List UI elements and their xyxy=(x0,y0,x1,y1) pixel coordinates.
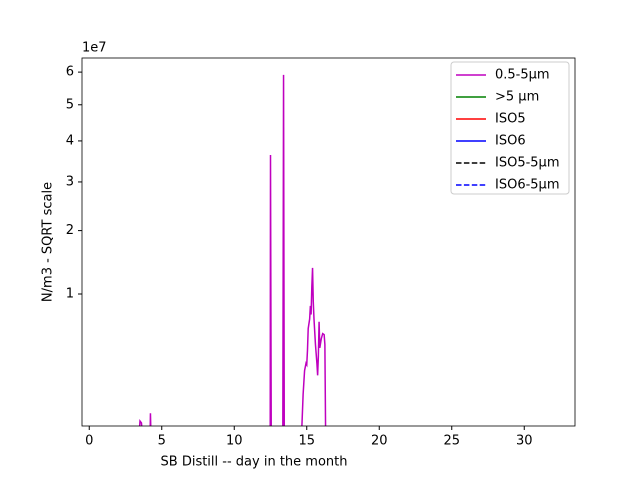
x-tick-label: 15 xyxy=(298,434,315,449)
x-tick-label: 5 xyxy=(158,434,166,449)
legend-label: 0.5-5µm xyxy=(495,68,550,83)
legend-label: ISO6 xyxy=(495,134,526,149)
y-axis-label: N/m3 - SQRT scale xyxy=(41,182,56,302)
y-tick-label: 6 xyxy=(66,65,74,80)
x-tick-label: 30 xyxy=(516,434,533,449)
y-offset-label: 1e7 xyxy=(82,41,107,56)
x-tick-label: 10 xyxy=(226,434,243,449)
legend-label: ISO5-5µm xyxy=(495,156,560,171)
x-tick-label: 20 xyxy=(371,434,388,449)
y-tick-label: 5 xyxy=(66,97,74,112)
x-tick-label: 0 xyxy=(85,434,93,449)
y-tick-label: 4 xyxy=(66,133,74,148)
plot-frame xyxy=(81,57,576,427)
data-line xyxy=(138,74,327,426)
y-tick-label: 3 xyxy=(66,174,74,189)
y-tick-label: 1 xyxy=(66,287,74,302)
legend-label: ISO5 xyxy=(495,112,526,127)
legend-box xyxy=(450,61,570,195)
legend-label: >5 µm xyxy=(495,90,539,105)
x-tick-label: 25 xyxy=(443,434,460,449)
x-axis-label: SB Distill -- day in the month xyxy=(161,455,348,470)
y-tick-label: 2 xyxy=(66,223,74,238)
plot-area xyxy=(138,74,327,426)
legend-label: ISO6-5µm xyxy=(495,178,560,193)
